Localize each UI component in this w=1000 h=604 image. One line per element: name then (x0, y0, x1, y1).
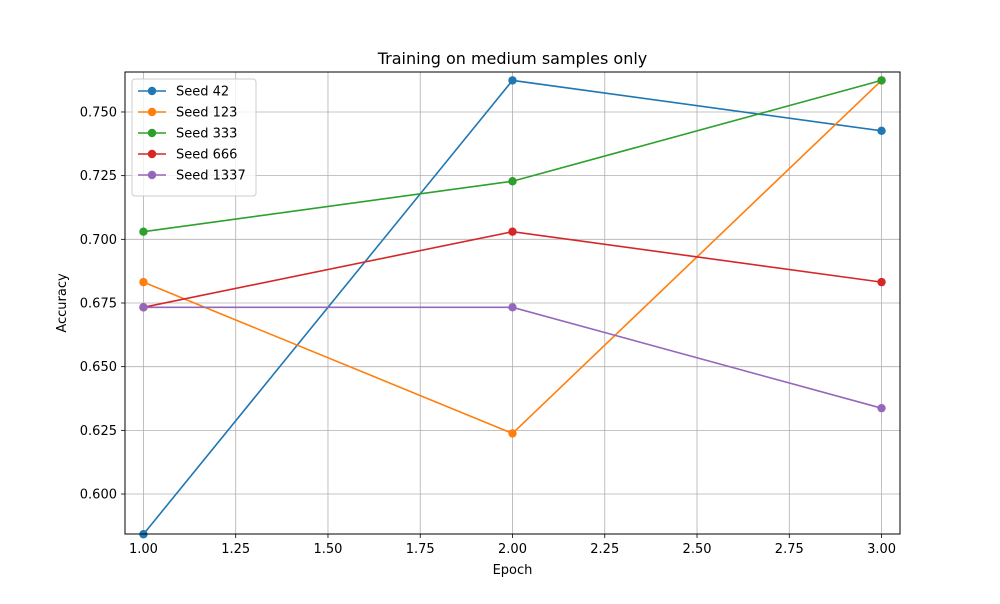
legend-item-seed-1337: Seed 1337 (138, 169, 246, 184)
y-tick-label: 0.725 (80, 169, 117, 184)
x-tick-label: 2.75 (775, 542, 804, 557)
grid (125, 72, 900, 534)
data-point-seed-333 (508, 177, 517, 186)
legend-marker (147, 149, 157, 159)
legend-label: Seed 123 (176, 106, 237, 121)
legend-label: Seed 42 (176, 85, 229, 100)
data-point-seed-666 (508, 227, 517, 236)
legend-item-seed-42: Seed 42 (138, 85, 229, 100)
data-point-seed-42 (508, 76, 517, 85)
legend-item-seed-666: Seed 666 (138, 148, 237, 163)
data-point-seed-666 (877, 277, 886, 287)
legend-box (131, 78, 257, 197)
y-axis-label: Accuracy (55, 273, 70, 333)
legend-marker (147, 86, 157, 96)
series-seed-123 (139, 76, 886, 438)
y-tick-label: 0.650 (80, 360, 117, 375)
y-tick-label: 0.600 (80, 488, 117, 503)
data-point-seed-1337 (877, 403, 886, 413)
y-tick-label: 0.625 (80, 424, 117, 439)
legend-label: Seed 1337 (176, 169, 246, 184)
y-axis-ticks: 0.600 0.625 0.650 0.675 0.700 0.725 0.750 (80, 105, 125, 503)
x-tick-label: 1.75 (406, 542, 435, 557)
x-tick-label: 2.25 (590, 542, 619, 557)
legend-item-seed-333: Seed 333 (138, 127, 237, 142)
x-tick-label: 1.50 (313, 542, 342, 557)
legend-marker (147, 170, 157, 180)
chart-title: Training on medium samples only (377, 49, 648, 68)
x-axis-label: Epoch (493, 563, 533, 578)
y-tick-label: 0.675 (80, 297, 117, 312)
legend-marker (147, 128, 157, 138)
x-tick-label: 2.50 (683, 542, 712, 557)
data-point-seed-123 (139, 277, 148, 287)
x-tick-label: 2.00 (498, 542, 527, 557)
data-point-seed-1337 (139, 303, 148, 312)
data-point-seed-1337 (508, 303, 517, 312)
data-point-seed-333 (877, 76, 886, 85)
data-point-seed-42 (877, 126, 886, 136)
y-tick-label: 0.700 (80, 233, 117, 248)
legend-item-seed-123: Seed 123 (138, 106, 237, 121)
legend-marker (147, 107, 157, 117)
series-lines (139, 76, 886, 539)
data-point-seed-333 (139, 227, 148, 236)
x-tick-label: 1.00 (129, 542, 158, 557)
series-seed-1337 (139, 303, 886, 413)
legend-label: Seed 333 (176, 127, 237, 142)
legend: Seed 42 Seed 123 Seed 333 Seed 666 Seed 1337 (131, 78, 257, 197)
x-tick-label: 3.00 (867, 542, 896, 557)
data-point-seed-123 (508, 429, 517, 438)
plot-frame (124, 71, 901, 535)
legend-label: Seed 666 (176, 148, 237, 163)
series-seed-333 (139, 76, 886, 236)
y-tick-label: 0.750 (80, 105, 117, 120)
x-tick-label: 1.25 (221, 542, 250, 557)
x-axis-ticks: 1.00 1.25 1.50 1.75 2.00 2.25 2.50 2.75 3.00 (129, 534, 896, 557)
